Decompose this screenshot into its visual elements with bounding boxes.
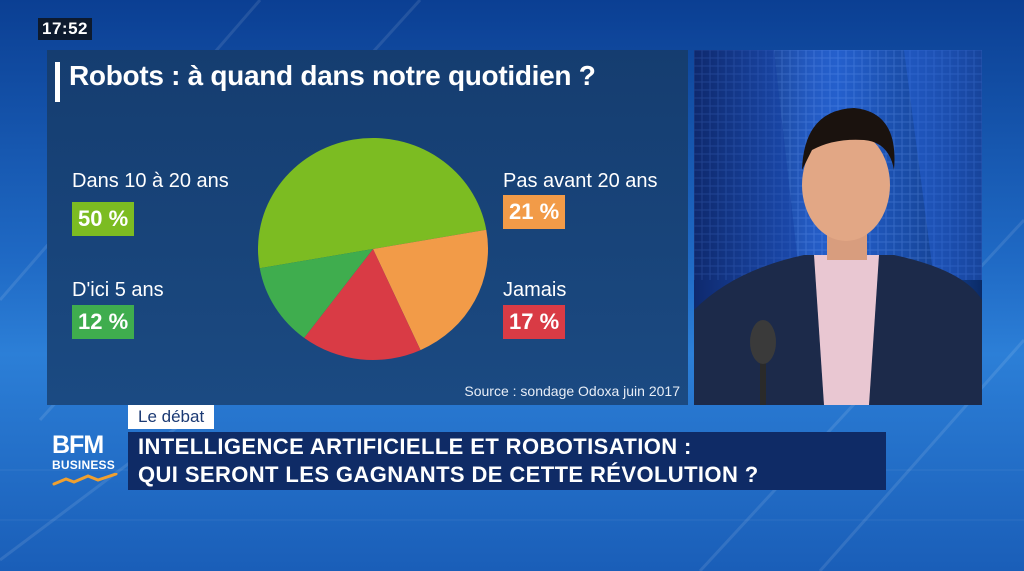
legend-label-pas-avant-20: Pas avant 20 ans: [503, 170, 658, 192]
legend-label-5: D'ici 5 ans: [72, 279, 164, 301]
legend-label-10-20: Dans 10 à 20 ans: [72, 170, 229, 192]
clock: 17:52: [38, 18, 92, 40]
headline-line-1: INTELLIGENCE ARTIFICIELLE ET ROBOTISATIO…: [138, 434, 692, 459]
legend-label-jamais: Jamais: [503, 279, 567, 301]
pie-slice-jamais: [304, 249, 421, 360]
legend-value-jamais: 17 %: [503, 305, 566, 339]
pie-chart: [258, 138, 488, 360]
legend-value-pas-avant-20: 21 %: [503, 195, 566, 229]
presenter-image: [694, 50, 982, 405]
logo-bfm-text: BFM: [52, 431, 104, 459]
legend-value-5: 12 %: [72, 305, 135, 339]
video-feed: [694, 50, 982, 405]
chart-title: Robots : à quand dans notre quotidien ?: [69, 60, 596, 91]
logo-business-text: BUSINESS: [52, 458, 115, 472]
headline-line-2: QUI SERONT LES GAGNANTS DE CETTE RÉVOLUT…: [138, 462, 759, 487]
pie-slice-dici-5-ans: [259, 249, 373, 338]
chart-panel: Robots : à quand dans notre quotidien ? …: [47, 50, 688, 405]
chart-source: Source : sondage Odoxa juin 2017: [464, 383, 680, 399]
pie-slice-pas-avant-20: [373, 229, 488, 351]
debate-tag: Le débat: [128, 405, 215, 429]
bfm-business-logo: BFM BUSINESS: [52, 432, 122, 494]
pie-slice-10-20-ans: [258, 138, 487, 269]
headline-ticker: [128, 432, 886, 490]
title-accent-bar: [55, 62, 60, 102]
legend-value-10-20: 50 %: [72, 202, 135, 236]
logo-wave-icon: [52, 473, 118, 486]
